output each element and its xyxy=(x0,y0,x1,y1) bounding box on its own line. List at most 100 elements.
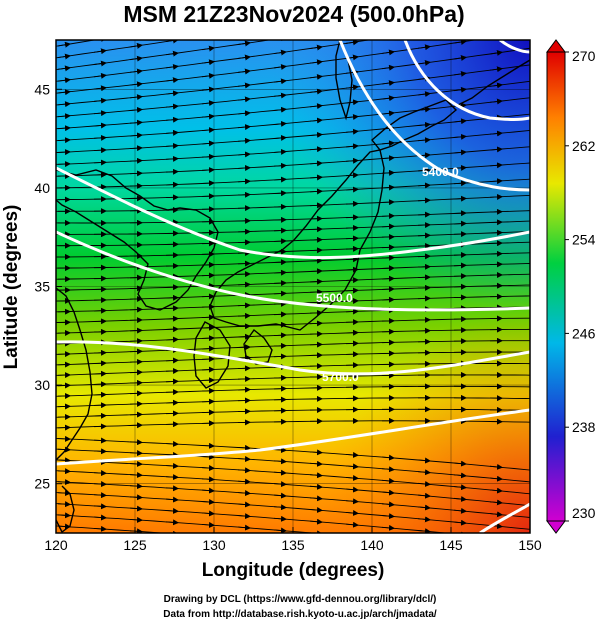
wind-arrow xyxy=(489,66,503,73)
wind-arrow xyxy=(129,460,143,467)
wind-arrow xyxy=(454,557,466,558)
wind-arrow xyxy=(381,501,395,508)
wind-arrow xyxy=(273,504,287,511)
wind-arrow xyxy=(165,168,179,175)
contour-line xyxy=(56,408,530,466)
wind-arrow xyxy=(345,157,359,164)
contour-label: 5400.0 xyxy=(422,165,459,179)
wind-arrow xyxy=(237,82,251,89)
wind-arrow xyxy=(417,91,431,98)
graticule xyxy=(56,40,530,533)
wind-arrow xyxy=(129,81,143,88)
wind-arrow xyxy=(165,496,179,503)
wind-arrow xyxy=(381,489,395,496)
wind-arrow xyxy=(93,72,107,79)
x-tick-label: 135 xyxy=(281,537,305,553)
wind-arrow xyxy=(381,513,395,520)
wind-arrow xyxy=(129,157,143,164)
wind-arrow xyxy=(129,119,143,126)
wind-arrow xyxy=(453,519,467,526)
wind-arrow xyxy=(273,190,287,197)
wind-arrow xyxy=(273,447,287,454)
wind-arrow xyxy=(202,34,214,36)
wind-arrow xyxy=(453,496,467,503)
chart-title: MSM 21Z23Nov2024 (500.0hPa) xyxy=(123,1,464,27)
wind-arrow xyxy=(57,101,71,108)
wind-arrow xyxy=(130,32,142,34)
wind-arrow xyxy=(273,49,287,56)
y-tick-label: 30 xyxy=(34,377,50,393)
wind-arrow xyxy=(345,186,359,193)
wind-arrow xyxy=(490,36,502,38)
wind-arrow xyxy=(237,151,251,158)
wind-arrow xyxy=(418,31,430,33)
wind-arrow xyxy=(489,511,503,518)
contour-line xyxy=(338,40,530,192)
wind-arrow xyxy=(201,487,215,494)
wind-arrow xyxy=(165,462,179,469)
wind-arrow xyxy=(201,153,215,160)
wind-arrow xyxy=(129,494,143,501)
wind-arrow xyxy=(489,98,503,105)
colorbar-tick-label: 246 xyxy=(572,325,596,341)
wind-arrow xyxy=(129,516,143,523)
wind-arrow xyxy=(417,121,431,128)
wind-arrow xyxy=(309,59,323,66)
wind-arrow xyxy=(165,63,179,70)
wind-arrow xyxy=(93,503,107,510)
credit-data: Data from http://database.rish.kyoto-u.a… xyxy=(163,609,437,620)
wind-arrow xyxy=(57,125,71,132)
wind-arrow xyxy=(489,82,503,89)
wind-arrow xyxy=(489,463,503,470)
wind-arrow xyxy=(453,484,467,491)
x-tick-label: 130 xyxy=(202,537,226,553)
wind-arrow xyxy=(381,477,395,484)
wind-arrow xyxy=(201,180,215,187)
wind-arrow xyxy=(381,524,395,531)
wind-arrow xyxy=(165,519,179,526)
wind-arrow xyxy=(345,498,359,505)
wind-arrow xyxy=(57,149,71,156)
coastlines xyxy=(56,40,530,533)
wind-arrow xyxy=(381,49,395,56)
kuril-islands xyxy=(455,59,530,107)
wind-arrow xyxy=(382,36,394,38)
wind-arrow xyxy=(309,131,323,138)
wind-arrow xyxy=(201,498,215,505)
wind-arrow xyxy=(57,468,71,475)
wind-arrow xyxy=(201,167,215,173)
wind-arrow xyxy=(417,182,431,189)
wind-arrow xyxy=(237,164,251,171)
wind-arrow xyxy=(417,59,431,66)
streamline xyxy=(56,40,272,71)
wind-arrow xyxy=(418,542,430,543)
wind-arrow xyxy=(490,19,502,21)
wind-arrow xyxy=(345,475,359,481)
china-coastline xyxy=(56,287,93,461)
wind-arrow xyxy=(57,53,71,60)
wind-arrow xyxy=(417,457,431,464)
wind-arrow xyxy=(57,65,71,72)
wind-arrow xyxy=(309,146,323,153)
wind-arrow xyxy=(309,88,323,95)
wind-arrow xyxy=(273,458,287,465)
colorbar-tick-label: 238 xyxy=(572,419,596,435)
wind-arrow xyxy=(489,162,503,169)
wind-arrow xyxy=(93,48,107,55)
contour-label: 5700.0 xyxy=(322,370,359,384)
wind-arrow xyxy=(273,176,287,183)
wind-arrow xyxy=(309,174,323,181)
wind-arrow xyxy=(309,103,323,110)
wind-arrow xyxy=(273,492,287,499)
wind-arrow xyxy=(381,454,395,461)
wind-arrow xyxy=(490,537,502,538)
wind-arrow xyxy=(93,122,107,129)
colorbar: 230 238 246 254 262 270 xyxy=(546,39,596,534)
wind-arrow xyxy=(165,103,179,110)
wind-arrow xyxy=(280,40,287,42)
wind-arrow xyxy=(129,472,143,479)
wind-arrow xyxy=(273,162,287,169)
wind-arrow xyxy=(201,59,215,66)
x-axis-ticks: 120 125 130 135 140 145 150 xyxy=(44,527,542,553)
wind-arrow xyxy=(165,116,179,123)
